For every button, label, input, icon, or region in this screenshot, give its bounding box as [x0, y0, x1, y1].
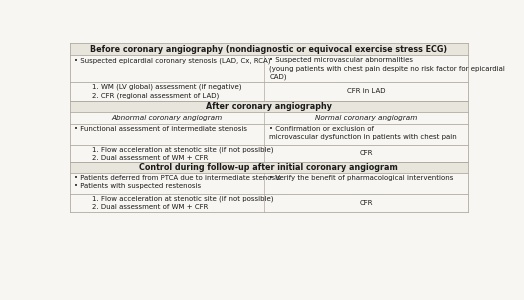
Text: After coronary angiography: After coronary angiography [205, 102, 332, 111]
Text: • Patients deferred from PTCA due to intermediate stenosis
• Patients with suspe: • Patients deferred from PTCA due to int… [74, 175, 281, 189]
FancyBboxPatch shape [70, 43, 467, 55]
Text: • Suspected epicardial coronary stenosis (LAD, Cx, RCA): • Suspected epicardial coronary stenosis… [74, 57, 271, 64]
Text: CFR: CFR [359, 200, 373, 206]
Text: • Functional assessment of intermediate stenosis: • Functional assessment of intermediate … [74, 126, 247, 132]
Text: • Verify the benefit of pharmacological interventions: • Verify the benefit of pharmacological … [269, 175, 454, 181]
Text: Control during follow-up after initial coronary angiogram: Control during follow-up after initial c… [139, 163, 398, 172]
Text: CFR: CFR [359, 150, 373, 156]
Text: Abnormal coronary angiogram: Abnormal coronary angiogram [112, 116, 223, 122]
FancyBboxPatch shape [70, 101, 467, 112]
Text: 1. WM (LV global) assessment (if negative)
2. CFR (regional assessment of LAD): 1. WM (LV global) assessment (if negativ… [92, 84, 242, 99]
FancyBboxPatch shape [70, 162, 467, 173]
Text: • Suspected microvascular abnormalities
(young patients with chest pain despite : • Suspected microvascular abnormalities … [269, 57, 505, 80]
Text: Normal coronary angiogram: Normal coronary angiogram [315, 116, 417, 122]
Text: 1. Flow acceleration at stenotic site (if not possible)
2. Dual assessment of WM: 1. Flow acceleration at stenotic site (i… [92, 195, 274, 210]
Text: CFR in LAD: CFR in LAD [347, 88, 385, 94]
Text: • Confirmation or exclusion of
microvascular dysfunction in patients with chest : • Confirmation or exclusion of microvasc… [269, 126, 457, 140]
Text: 1. Flow acceleration at stenotic site (if not possible)
2. Dual assessment of WM: 1. Flow acceleration at stenotic site (i… [92, 146, 274, 161]
Text: Before coronary angiography (nondiagnostic or equivocal exercise stress ECG): Before coronary angiography (nondiagnost… [90, 45, 447, 54]
